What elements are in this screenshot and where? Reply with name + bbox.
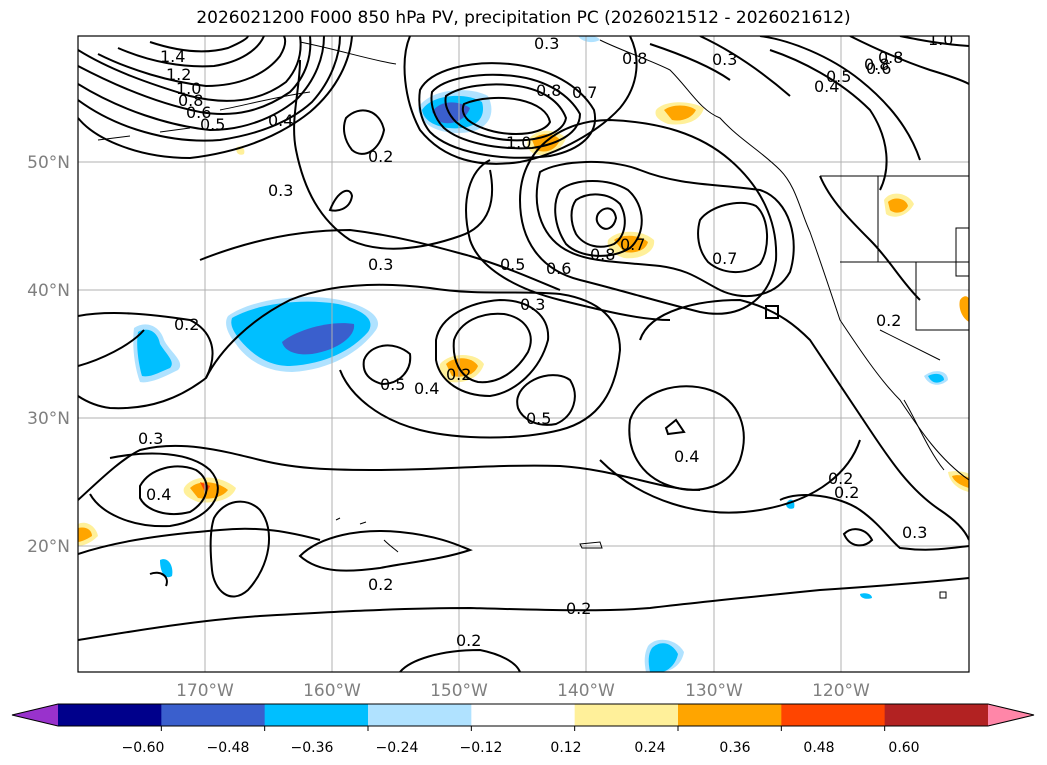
colorbar-segment: [678, 704, 782, 726]
contour-label: 0.4: [674, 447, 699, 466]
contour-label: 0.6: [546, 259, 571, 278]
contour-label: 0.5: [526, 409, 551, 428]
contour-label: 0.2: [828, 469, 853, 488]
contour-label: 0.5: [500, 255, 525, 274]
positive-precip-shading: [78, 102, 969, 546]
contour-label: 0.2: [174, 315, 199, 334]
colorbar-tick-label: −0.48: [207, 740, 250, 756]
contour-label: 0.3: [368, 255, 393, 274]
colorbar-segment: [264, 704, 369, 726]
contour-label: 0.2: [876, 311, 901, 330]
colorbar-segment: [58, 704, 162, 726]
lat-label: 40°N: [27, 281, 70, 301]
lon-label: 140°W: [557, 681, 615, 701]
contour-label: 0.6: [186, 103, 211, 122]
contour-label: 0.3: [534, 34, 559, 53]
contour-label: 0.3: [902, 523, 927, 542]
pv-contours: [78, 36, 969, 672]
contour-label: 0.2: [566, 599, 591, 618]
contour-label: 0.8: [178, 91, 203, 110]
colorbar-tick-label: 0.48: [803, 740, 834, 756]
contour-label: 0.6: [866, 59, 891, 78]
lat-label: 20°N: [27, 537, 70, 557]
longitude-labels: 170°W 160°W 150°W 140°W 130°W 120°W: [176, 681, 870, 701]
contour-label: 0.5: [200, 115, 225, 134]
contour-label: 0.2: [834, 483, 859, 502]
contour-label: 0.5: [826, 67, 851, 86]
contour-label: 0.3: [268, 181, 293, 200]
lon-label: 130°W: [685, 681, 743, 701]
colorbar-tick-label: −0.36: [291, 740, 334, 756]
colorbar-segment: [574, 704, 679, 726]
contour-label: 0.7: [712, 249, 737, 268]
contour-label: 0.3: [712, 50, 737, 69]
contour-label: 0.4: [814, 77, 839, 96]
contour-label: 0.8: [536, 81, 561, 100]
colorbar-extension-high: [988, 704, 1034, 726]
contour-label: 0.2: [368, 575, 393, 594]
contour-label: 0.8: [864, 55, 889, 74]
contour-label: 0.7: [620, 235, 645, 254]
colorbar-tick-label: 0.24: [634, 740, 665, 756]
lat-label: 50°N: [27, 153, 70, 173]
contour-label: 1.0: [176, 79, 201, 98]
colorbar-tick-label: 0.12: [550, 740, 581, 756]
colorbar-tick-labels: −0.60 −0.48 −0.36 −0.24 −0.12 0.12 0.24 …: [122, 740, 920, 756]
colorbar-segment: [471, 704, 576, 726]
contour-label: 0.8: [590, 245, 615, 264]
map-border: [77, 35, 970, 673]
latitude-labels: 50°N 40°N 30°N 20°N: [27, 153, 70, 557]
contour-label: 0.4: [146, 485, 171, 504]
map-title: 2026021200 F000 850 hPa PV, precipitatio…: [196, 8, 851, 28]
colorbar-segment: [161, 704, 266, 726]
colorbar-segment: [884, 704, 989, 726]
colorbar-tick-label: −0.60: [122, 740, 165, 756]
contour-label: 0.3: [520, 295, 545, 314]
coastlines: [97, 39, 969, 599]
colorbar-tick-label: 0.60: [888, 740, 919, 756]
contour-label: 0.7: [572, 83, 597, 102]
contour-label: 0.4: [268, 111, 293, 130]
contour-label: 1.2: [166, 65, 191, 84]
contour-label: 0.8: [878, 48, 903, 67]
contour-label: 0.2: [368, 147, 393, 166]
lon-label: 160°W: [303, 681, 361, 701]
contour-label: 0.2: [446, 365, 471, 384]
colorbar-tick-label: −0.12: [460, 740, 503, 756]
contour-label: 0.5: [380, 375, 405, 394]
colorbar-segment: [781, 704, 886, 726]
contour-label: 1.0: [506, 133, 531, 152]
colorbar-segment: [368, 704, 472, 726]
lat-label: 30°N: [27, 409, 70, 429]
contour-label: 0.3: [138, 429, 163, 448]
contour-label: 1.4: [160, 47, 185, 66]
contour-labels: 0.3 0.3 1.0 0.8 1.4 1.2 1.0 0.8 0.6 0.5 …: [138, 30, 953, 650]
colorbar: [11, 703, 1035, 731]
lon-label: 170°W: [176, 681, 234, 701]
colorbar-extension-low: [12, 704, 58, 726]
contour-label: 0.2: [456, 631, 481, 650]
contour-label: 0.4: [414, 379, 439, 398]
colorbar-outline: [11, 703, 1035, 727]
colorbar-tick-label: 0.36: [719, 740, 750, 756]
lon-label: 120°W: [812, 681, 870, 701]
lon-label: 150°W: [430, 681, 488, 701]
colorbar-tick-label: −0.24: [376, 740, 419, 756]
contour-label: 1.0: [928, 30, 953, 49]
contour-label: 0.8: [622, 49, 647, 68]
